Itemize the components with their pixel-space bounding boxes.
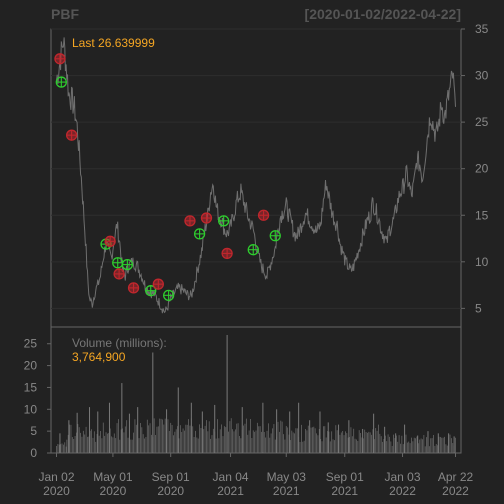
- x-tick-label-month: Apr 22: [438, 470, 474, 484]
- sell-marker: [104, 235, 116, 247]
- chart-title: PBF: [51, 6, 79, 22]
- x-tick-label-month: May 01: [93, 470, 133, 484]
- x-tick-label-year: 2020: [43, 484, 70, 498]
- x-tick-label-year: 2022: [389, 484, 416, 498]
- volume-y-tick-label: 10: [24, 402, 38, 416]
- buy-marker: [218, 215, 230, 227]
- x-tick-label-month: May 03: [267, 470, 307, 484]
- volume-bars: [56, 335, 456, 453]
- volume-y-tick-label: 20: [24, 359, 38, 373]
- x-tick-label-month: Jan 04: [213, 470, 249, 484]
- price-grid: [51, 28, 461, 309]
- price-y-tick-label: 35: [475, 22, 489, 36]
- sell-marker: [113, 268, 125, 280]
- buy-marker: [145, 285, 157, 297]
- x-tick-label-year: 2021: [217, 484, 244, 498]
- volume-y-tick-label: 15: [24, 380, 38, 394]
- sell-marker: [184, 215, 196, 227]
- price-y-tick-label: 30: [475, 69, 489, 83]
- buy-marker: [121, 258, 134, 271]
- volume-label: Volume (millions):: [72, 336, 167, 350]
- price-panel: 5 10 15 20 25 30 35 Last 26.639999: [50, 22, 489, 328]
- volume-panel: 0 5 10 15 20 25 Volume (millions): 3,764,900: [24, 326, 462, 460]
- sell-marker: [200, 212, 213, 224]
- price-y-tick-label: 25: [475, 115, 489, 129]
- sell-marker: [54, 53, 66, 65]
- sell-marker: [221, 247, 233, 260]
- sell-marker: [127, 282, 140, 294]
- last-price-label: Last 26.639999: [72, 36, 155, 50]
- x-tick-label-year: 2021: [331, 484, 358, 498]
- buy-marker: [55, 76, 67, 88]
- x-tick-label-month: Sep 01: [326, 470, 364, 484]
- price-y-tick-label: 10: [475, 255, 489, 269]
- date-range-label: [2020-01-02/2022-04-22]: [305, 6, 461, 22]
- volume-y-tick-label: 0: [30, 446, 37, 460]
- volume-y-tick-label: 5: [30, 424, 37, 438]
- volume-y-axis: 0 5 10 15 20 25: [24, 337, 51, 460]
- price-y-tick-label: 15: [475, 208, 489, 222]
- signal-markers: [54, 53, 281, 301]
- price-y-axis: 5 10 15 20 25 30 35: [461, 22, 489, 315]
- price-y-tick-label: 20: [475, 162, 489, 176]
- x-tick-label-year: 2021: [273, 484, 300, 498]
- buy-marker: [112, 257, 124, 269]
- volume-last-value: 3,764,900: [72, 350, 126, 364]
- x-tick-label-month: Sep 01: [152, 470, 190, 484]
- buy-marker: [247, 244, 259, 256]
- buy-marker: [193, 228, 206, 240]
- volume-y-tick-label: 25: [24, 337, 38, 351]
- x-tick-label-year: 2020: [100, 484, 127, 498]
- sell-marker: [257, 209, 270, 221]
- price-y-tick-label: 5: [475, 301, 482, 315]
- buy-marker: [162, 289, 175, 301]
- buy-marker: [269, 230, 281, 242]
- x-tick-label-year: 2020: [157, 484, 184, 498]
- sell-marker: [65, 129, 78, 141]
- x-tick-label-month: Jan 02: [38, 470, 74, 484]
- x-tick-label-month: Jan 03: [385, 470, 421, 484]
- x-tick-label-year: 2022: [442, 484, 469, 498]
- sell-marker: [152, 278, 164, 290]
